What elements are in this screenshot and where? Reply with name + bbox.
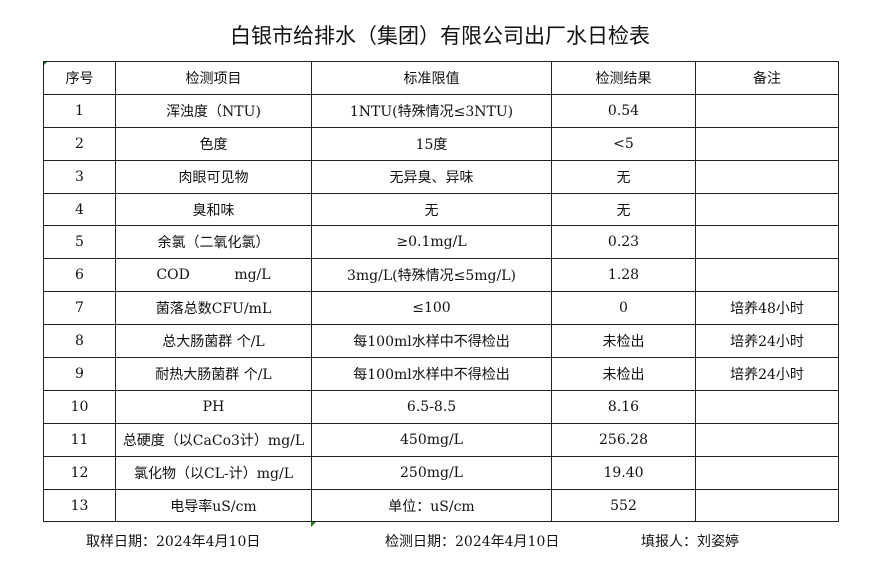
sampling-date: 取样日期：2024年4月10日 [86,534,261,550]
cell-seq: 12 [43,455,116,490]
cell-seq: 11 [43,422,116,457]
cell-item: COD mg/L [115,258,312,293]
inspection-table: 序号 检测项目 标准限值 检测结果 备注 1 浑浊度（NTU) 1NTU(特殊情况≤… [43,61,839,523]
cell-seq: 5 [43,225,116,260]
table-row: 9 耐热大肠菌群 个/L 每100ml水样中不得检出 未检出 培养24小时 [43,357,839,391]
cell-result: 0 [551,291,696,326]
cell-item: 耐热大肠菌群 个/L [115,357,312,391]
cell-standard: 无 [311,192,552,227]
cell-result: 未检出 [551,357,696,391]
table-row: 10 PH 6.5-8.5 8.16 [43,389,839,424]
cell-standard: 3mg/L(特殊情况≤5mg/L) [311,258,552,293]
cell-standard: 250mg/L [311,455,552,490]
table-row: 5 余氯（二氧化氯） ≥0.1mg/L 0.23 [43,225,839,260]
table-row: 3 肉眼可见物 无异臭、异味无 [43,159,839,194]
cell-result: 0.23 [551,225,696,260]
cell-item: 余氯（二氧化氯） [115,225,312,260]
cell-remark [695,389,839,424]
test-date: 检测日期：2024年4月10日 [385,534,560,550]
cell-result: 256.28 [551,422,696,457]
cell-seq: 10 [43,389,116,424]
cell-item: 菌落总数CFU/mL [115,291,312,326]
cell-seq: 8 [43,324,116,359]
cell-standard: ≥0.1mg/L [311,225,552,260]
cell-remark [695,422,839,457]
cell-seq: 2 [43,126,116,161]
cell-seq: 1 [43,93,116,128]
cell-remark [695,225,839,260]
cell-result: 8.16 [551,389,696,424]
table-row: 6 COD mg/L 3mg/L(特殊情况≤5mg/L) 1.28 [43,258,839,293]
cell-result: 未检出 [551,324,696,359]
header-row: 序号 检测项目 标准限值 检测结果 备注 [43,61,839,95]
cell-standard: 450mg/L [311,422,552,457]
cell-seq: 13 [43,488,116,523]
reporter: 填报人：刘姿婷 [641,534,739,550]
cell-remark: 培养24小时 [695,357,839,391]
cell-seq: 6 [43,258,116,293]
cell-result: 1.28 [551,258,696,293]
table-row: 4 臭和味无无 [43,192,839,227]
cell-standard: 单位：uS/cm [311,488,552,523]
table-row: 11 总硬度（以CaCo3计）mg/L 450mg/L 256.28 [43,422,839,457]
table-row: 13 电导率uS/cm 单位：uS/cm 552 [43,488,839,523]
cell-item: 总硬度（以CaCo3计）mg/L [115,422,312,457]
cell-remark [695,488,839,523]
cell-remark: 培养48小时 [695,291,839,326]
header-cell: 标准限值 [311,61,552,95]
cell-item: 臭和味 [115,192,312,227]
cell-remark [695,258,839,293]
cell-remark [695,126,839,161]
cell-remark [695,455,839,490]
cell-remark [695,159,839,194]
cell-item: 氯化物（以CL-计）mg/L [115,455,312,490]
cell-item: 电导率uS/cm [115,488,312,523]
cell-result: 0.54 [551,93,696,128]
table-row: 7 菌落总数CFU/mL ≤100 0 培养48小时 [43,291,839,326]
page-title: 白银市给排水（集团）有限公司出厂水日检表 [230,24,650,48]
header-cell: 序号 [43,61,116,95]
cell-seq: 7 [43,291,116,326]
cell-standard: 1NTU(特殊情况≤3NTU) [311,93,552,128]
cell-seq: 3 [43,159,116,194]
table-row: 1 浑浊度（NTU) 1NTU(特殊情况≤3NTU) 0.54 [43,93,839,128]
header-cell: 检测结果 [551,61,696,95]
cell-standard: ≤100 [311,291,552,326]
cell-result: 无 [551,159,696,194]
cell-remark [695,93,839,128]
cell-item: 肉眼可见物 [115,159,312,194]
cell-seq: 4 [43,192,116,227]
cell-standard: 15度 [311,126,552,161]
cell-result: 无 [551,192,696,227]
cell-standard: 无异臭、异味 [311,159,552,194]
cell-standard: 6.5-8.5 [311,389,552,424]
cell-remark: 培养24小时 [695,324,839,359]
header-cell: 检测项目 [115,61,312,95]
cell-marker-icon [311,522,316,527]
header-cell: 备注 [695,61,839,95]
table-row: 8 总大肠菌群 个/L 每100ml水样中不得检出 未检出 培养24小时 [43,324,839,359]
cell-seq: 9 [43,357,116,391]
cell-result: 19.40 [551,455,696,490]
cell-standard: 每100ml水样中不得检出 [311,357,552,391]
cell-item: 总大肠菌群 个/L [115,324,312,359]
cell-standard: 每100ml水样中不得检出 [311,324,552,359]
table-row: 12 氯化物（以CL-计）mg/L 250mg/L 19.40 [43,455,839,490]
table-row: 2 色度 15度 <5 [43,126,839,161]
cell-item: 浑浊度（NTU) [115,93,312,128]
cell-item: PH [115,389,312,424]
cell-item: 色度 [115,126,312,161]
cell-result: <5 [551,126,696,161]
cell-result: 552 [551,488,696,523]
cell-remark [695,192,839,227]
